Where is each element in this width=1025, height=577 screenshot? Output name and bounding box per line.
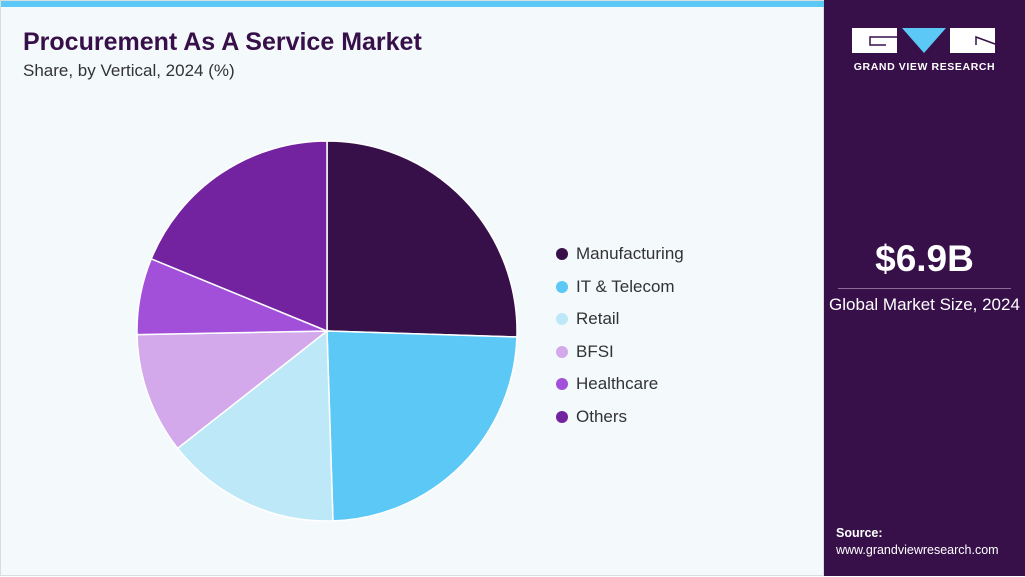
grand-view-research-logo (852, 28, 996, 53)
pie-slice-others (150, 140, 328, 333)
legend-marker (556, 378, 568, 391)
legend-marker (556, 313, 568, 326)
legend: Manufacturing IT & Telecom Retail BFSI Healt… (556, 238, 684, 433)
legend-item: Others (556, 401, 684, 434)
pie-slice-bfsi (136, 330, 330, 450)
legend-item: Healthcare (556, 368, 684, 401)
legend-item: BFSI (556, 336, 684, 369)
chart-title: Procurement As A Service Market (23, 28, 422, 56)
legend-label: Healthcare (576, 374, 659, 394)
legend-item: IT & Telecom (556, 271, 684, 304)
pie-slice-retail (176, 329, 334, 522)
legend-label: Retail (576, 309, 620, 329)
legend-label: IT & Telecom (576, 276, 675, 296)
legend-label: Manufacturing (576, 244, 684, 264)
logo-text: GRAND VIEW RESEARCH (853, 61, 996, 73)
sidebar: GRAND VIEW RESEARCH $6.9B Global Market … (824, 0, 1025, 576)
accent-bar (1, 1, 825, 7)
chart-panel: Procurement As A Service Market Share, b… (0, 0, 825, 576)
market-size-value: $6.9B (875, 238, 974, 279)
legend-item: Retail (556, 303, 684, 336)
pie-slice-manufacturing (326, 140, 518, 338)
legend-marker (556, 280, 568, 293)
legend-item: Manufacturing (556, 238, 684, 271)
legend-label: BFSI (576, 341, 614, 361)
source-link[interactable]: www.grandviewresearch.com (836, 543, 999, 557)
pie-slice-it-telecom (326, 330, 518, 522)
chart-subtitle: Share, by Vertical, 2024 (%) (23, 61, 235, 80)
divider (838, 288, 1011, 289)
legend-marker (556, 410, 568, 423)
market-size-label: Global Market Size, 2024 (829, 295, 1020, 314)
source-label: Source: (836, 526, 883, 540)
legend-marker (556, 345, 568, 358)
legend-label: Others (576, 406, 628, 426)
legend-marker (556, 248, 568, 261)
pie-chart (136, 140, 518, 522)
